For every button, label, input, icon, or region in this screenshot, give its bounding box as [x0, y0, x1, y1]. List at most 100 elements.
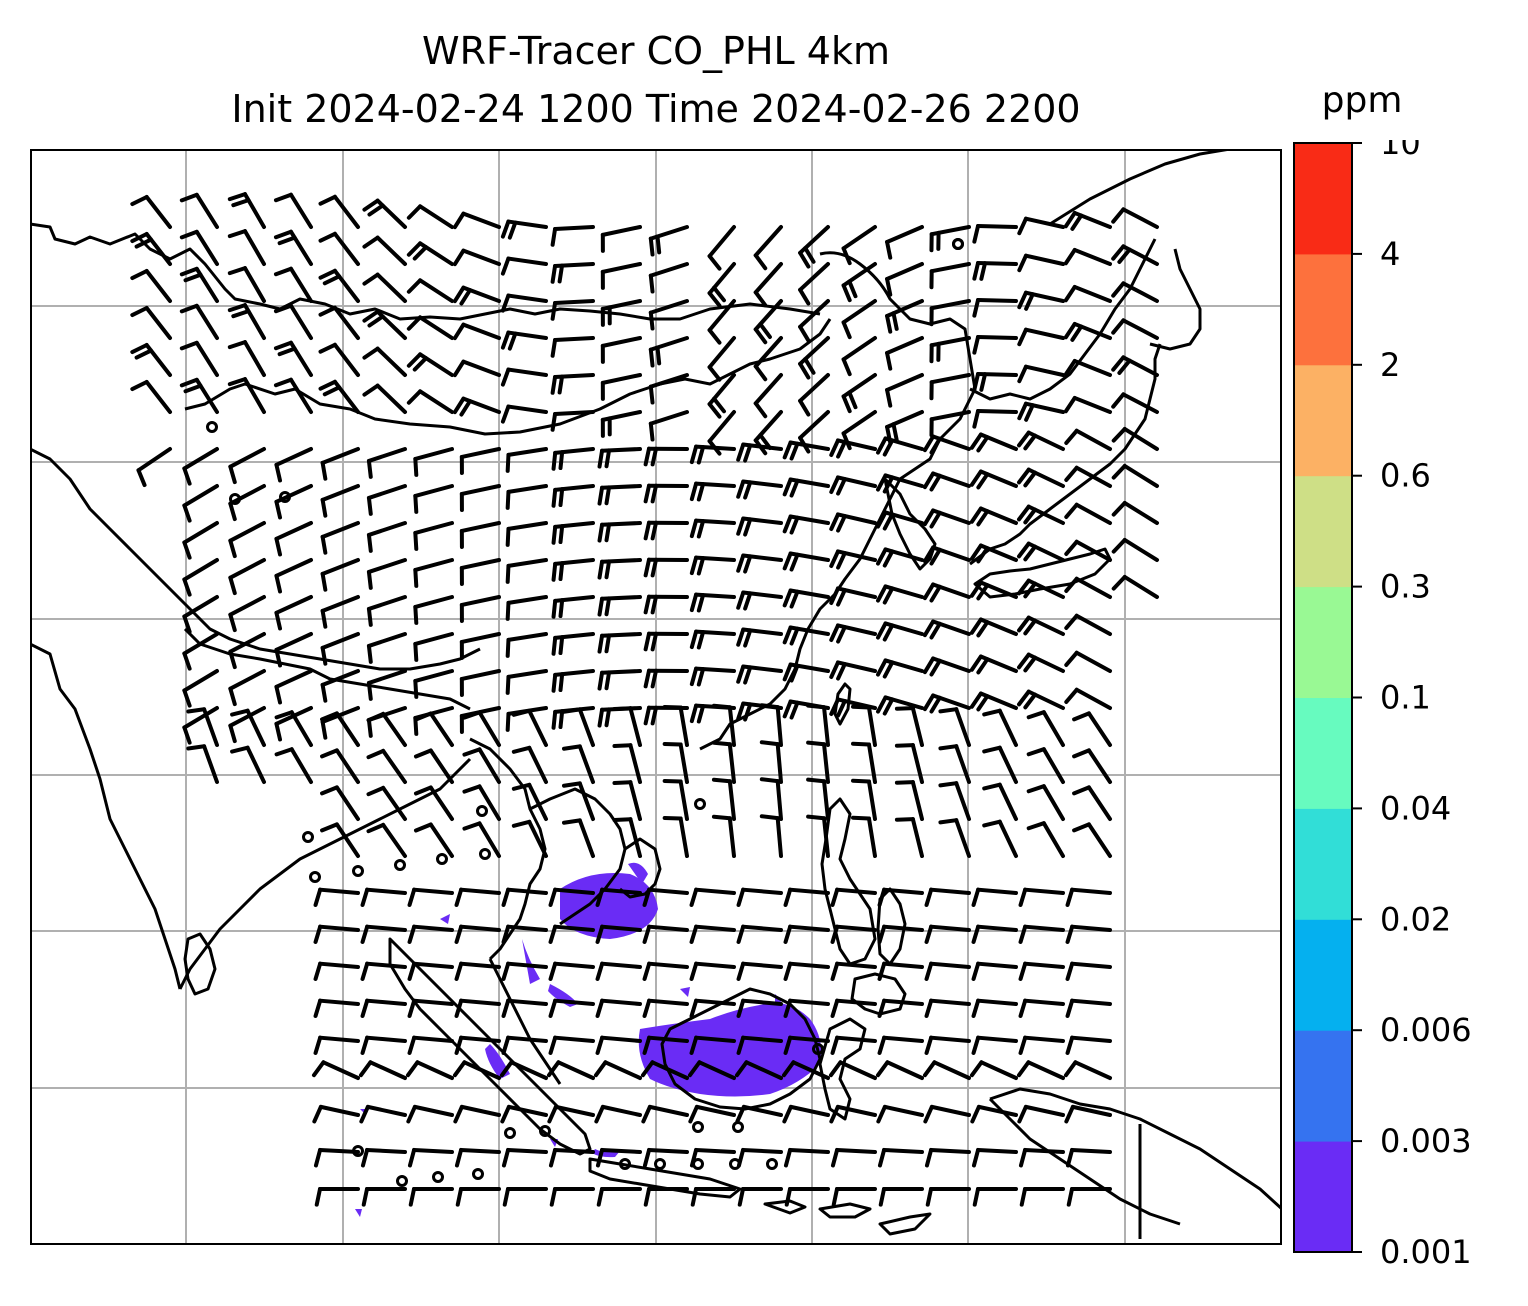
wind-barb-shaft — [978, 1150, 1016, 1152]
wind-barb-feather — [607, 635, 610, 651]
colorbar-tick-label: 10 — [1380, 140, 1421, 162]
wind-barb-feather — [508, 455, 509, 471]
wind-barb-feather — [554, 712, 556, 728]
wind-barb-feather — [323, 463, 326, 479]
wind-barb-feather — [607, 524, 610, 540]
wind-barb-feather — [600, 525, 603, 541]
wind-barb-feather — [607, 450, 610, 466]
colorbar-band — [1294, 1030, 1352, 1141]
wind-barb-feather — [897, 745, 913, 746]
wind-barb-feather — [188, 746, 204, 748]
wind-barb-shaft — [555, 412, 593, 414]
wind-barb-feather — [607, 672, 610, 688]
wind-barb-feather — [651, 276, 653, 292]
wind-barb-feather — [600, 710, 603, 726]
colorbar-tick-label: 0.04 — [1380, 789, 1451, 827]
wind-barb-feather — [762, 705, 778, 707]
wind-barb-feather — [554, 490, 556, 506]
map-title-line2: Init 2024-02-24 1200 Time 2024-02-26 220… — [30, 87, 1282, 131]
colorbar-band — [1294, 808, 1352, 919]
wind-barb-feather — [323, 685, 326, 701]
colorbar-tick-label: 0.1 — [1380, 679, 1431, 717]
wind-barb-feather — [651, 239, 653, 255]
wind-barb-feather — [762, 779, 778, 781]
wind-barb-feather — [415, 496, 416, 512]
wind-barb-feather — [897, 708, 913, 709]
wind-barb-feather — [808, 706, 824, 708]
colorbar-band — [1294, 587, 1352, 698]
colorbar-band — [1294, 365, 1352, 476]
colorbar-band — [1294, 254, 1352, 365]
wind-barb-shaft — [555, 1150, 593, 1152]
wind-barb-feather — [897, 819, 913, 820]
wind-barb-feather — [600, 488, 603, 504]
wind-barb-feather — [940, 746, 956, 748]
wind-barb-feather — [614, 708, 630, 709]
wind-barb-feather — [508, 529, 509, 545]
wind-barb-feather — [560, 377, 562, 393]
wind-barb-feather — [561, 526, 563, 542]
wind-barb-feather — [657, 347, 659, 363]
wind-barb-feather — [564, 746, 580, 748]
wind-barb-feather — [554, 675, 556, 691]
wind-barb-feather — [600, 636, 603, 652]
wind-barb-shaft — [649, 1150, 687, 1152]
wind-barb-feather — [564, 709, 580, 711]
wind-barb-shaft — [555, 301, 593, 303]
colorbar-unit-label: ppm — [1292, 80, 1432, 121]
wind-barb-feather — [323, 648, 326, 664]
wind-barb-shaft — [837, 1150, 875, 1152]
wind-barb-shaft — [1025, 1150, 1063, 1152]
wind-barb-feather — [808, 817, 824, 819]
wind-barb-feather — [369, 720, 371, 736]
wind-barb-feather — [614, 819, 630, 820]
wind-barb-feather — [808, 743, 824, 745]
wind-barb-feather — [600, 599, 603, 615]
wind-barb-feather — [369, 461, 371, 477]
wind-barb-feather — [560, 266, 562, 282]
wind-barb-feather — [607, 487, 610, 503]
wind-barb-feather — [940, 709, 956, 711]
wind-barb-feather — [657, 236, 659, 252]
wind-barb-feather — [564, 783, 580, 785]
wind-barb-feather — [369, 572, 371, 588]
wind-barb-feather — [600, 673, 603, 689]
wind-barb-feather — [665, 818, 681, 819]
wind-barb-shaft — [696, 1150, 734, 1152]
colorbar: 0.0010.0030.0060.020.040.10.30.62410 — [1292, 140, 1528, 1280]
colorbar-tick-label: 0.006 — [1380, 1011, 1472, 1049]
colorbar-tick-label: 4 — [1380, 235, 1400, 273]
wind-barb-feather — [714, 706, 730, 708]
wind-barb-feather — [614, 745, 630, 746]
wind-barb-feather — [415, 533, 416, 549]
wind-barb-feather — [607, 709, 610, 725]
wind-barb-shaft — [414, 1150, 452, 1152]
wind-barb-feather — [415, 570, 416, 586]
wind-barb-shaft — [978, 411, 1016, 412]
wind-barb-feather — [564, 820, 580, 822]
colorbar-band — [1294, 919, 1352, 1030]
wind-barb-feather — [369, 683, 371, 699]
colorbar-band — [1294, 698, 1352, 809]
wind-barb-feather — [600, 451, 603, 467]
colorbar-tick-label: 2 — [1380, 346, 1400, 384]
colorbar-band — [1294, 1141, 1352, 1252]
wind-barb-feather — [553, 229, 555, 245]
wind-barb-feather — [323, 722, 326, 738]
wind-barb-feather — [369, 498, 371, 514]
wind-barb-feather — [665, 707, 681, 708]
wind-barb-feather — [607, 598, 610, 614]
colorbar-ticks: 0.0010.0030.0060.020.040.10.30.62410 — [1352, 140, 1472, 1271]
wind-barb-feather — [188, 709, 204, 711]
wind-barb-shaft — [978, 337, 1016, 338]
wind-barb-feather — [714, 780, 730, 782]
colorbar-band — [1294, 143, 1352, 254]
wind-barb-feather — [614, 782, 630, 783]
wind-barb-feather — [508, 566, 509, 582]
wind-barb-feather — [553, 303, 555, 319]
wind-barb-feather — [651, 350, 653, 366]
map-panel — [30, 149, 1282, 1245]
colorbar-tick-label: 0.3 — [1380, 568, 1431, 606]
wind-barb-shaft — [555, 338, 593, 340]
wind-barb-shaft — [790, 1150, 828, 1152]
